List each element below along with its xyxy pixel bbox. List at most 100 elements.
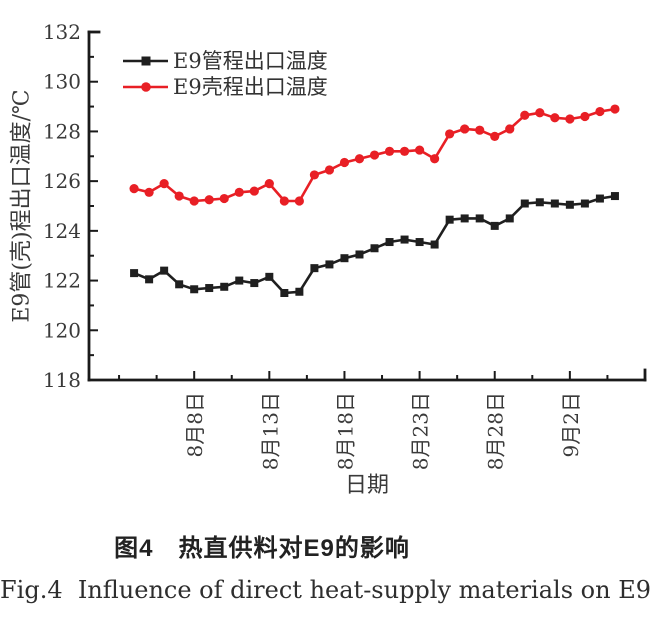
data-point [490, 221, 499, 230]
data-point [295, 287, 304, 296]
data-point [475, 125, 485, 135]
data-point [130, 269, 139, 278]
data-point [265, 272, 274, 281]
data-point [595, 194, 604, 203]
data-point [430, 154, 440, 164]
data-point [445, 215, 454, 224]
data-point [160, 266, 169, 275]
data-point [159, 179, 169, 189]
legend-item: E9壳程出口温度 [123, 75, 328, 99]
x-tick-label: 9月2日 [559, 392, 583, 457]
data-point [415, 238, 424, 247]
data-point [339, 157, 350, 168]
data-point [145, 275, 154, 284]
data-point [369, 150, 380, 160]
data-point [460, 214, 469, 223]
data-point [250, 279, 259, 288]
series-e9-shell-outlet [129, 104, 620, 206]
y-tick-label: 132 [43, 20, 81, 44]
data-point [310, 264, 319, 273]
data-point [354, 154, 365, 164]
data-point [430, 240, 439, 249]
x-tick-labels: 8月8日 8月13日 8月18日 8月23日 8月28日 9月2日 [183, 392, 583, 470]
y-tick-label: 122 [43, 269, 81, 293]
data-point [129, 184, 139, 194]
data-point [565, 114, 575, 124]
data-point [505, 214, 514, 223]
data-point [520, 199, 529, 208]
x-tick-label: 8月28日 [484, 392, 508, 470]
legend-label: E9管程出口温度 [173, 49, 328, 73]
data-point [175, 280, 184, 289]
y-tick-label: 126 [43, 169, 81, 193]
data-point [219, 193, 229, 204]
y-tick-labels: 118 120 122 124 126 128 130 132 [43, 20, 81, 392]
data-point [190, 285, 199, 294]
data-point [264, 179, 274, 189]
legend-item: E9管程出口温度 [123, 49, 328, 73]
data-point [550, 113, 560, 123]
data-point [535, 198, 544, 207]
figure-captions: 图4 热直供料对E9的影响 Fig.4 Influence of direct … [0, 528, 651, 604]
y-tick-label: 124 [43, 219, 81, 243]
data-point [565, 200, 574, 209]
data-point [249, 186, 259, 196]
data-point [279, 196, 289, 206]
data-point [205, 284, 214, 293]
data-point [445, 129, 455, 139]
data-point [490, 131, 500, 141]
data-point [505, 124, 515, 134]
y-tick-label: 118 [43, 368, 81, 392]
caption-english: Fig.4 Influence of direct heat-supply ma… [0, 576, 651, 604]
data-point [294, 196, 304, 206]
data-point [384, 146, 395, 156]
x-tick-label: 8月8日 [183, 392, 207, 457]
data-point [204, 195, 214, 205]
x-tick-label: 8月23日 [409, 392, 433, 470]
y-tick-label: 128 [43, 119, 81, 143]
data-point [220, 282, 229, 291]
data-point [174, 191, 184, 201]
data-point [535, 108, 545, 118]
data-point [234, 187, 244, 197]
y-tick-label: 120 [43, 318, 81, 342]
legend-circle-marker-icon [141, 82, 151, 92]
data-point [580, 111, 590, 122]
legend-square-marker-icon [141, 56, 151, 66]
data-point [144, 187, 154, 197]
legend-label: E9壳程出口温度 [173, 75, 328, 99]
data-point [309, 170, 320, 180]
x-tick-label: 8月18日 [333, 392, 357, 470]
data-point [610, 104, 620, 114]
x-axis-title: 日期 [345, 473, 389, 498]
data-point [235, 276, 244, 285]
data-point [460, 124, 470, 134]
data-point [400, 235, 409, 244]
data-point [580, 199, 589, 208]
y-tick-label: 130 [43, 70, 81, 94]
data-point [399, 146, 410, 156]
data-point [414, 145, 425, 155]
x-tick-label: 8月13日 [258, 392, 282, 470]
data-point [325, 260, 334, 269]
data-point [324, 165, 335, 175]
data-point [385, 238, 394, 247]
data-point [610, 192, 619, 201]
y-axis-title: E9管(壳)程出口温度/℃ [10, 89, 35, 322]
data-point [475, 214, 484, 223]
axis-ticks [89, 31, 609, 381]
data-point [520, 110, 530, 120]
series-e9-tube-outlet [130, 192, 619, 297]
data-point [550, 199, 559, 208]
data-point [280, 289, 289, 297]
data-point [189, 196, 199, 206]
caption-chinese: 图4 热直供料对E9的影响 [114, 535, 410, 562]
data-point [595, 106, 605, 117]
data-point [340, 254, 349, 263]
data-point [355, 250, 364, 259]
data-point [370, 244, 379, 253]
